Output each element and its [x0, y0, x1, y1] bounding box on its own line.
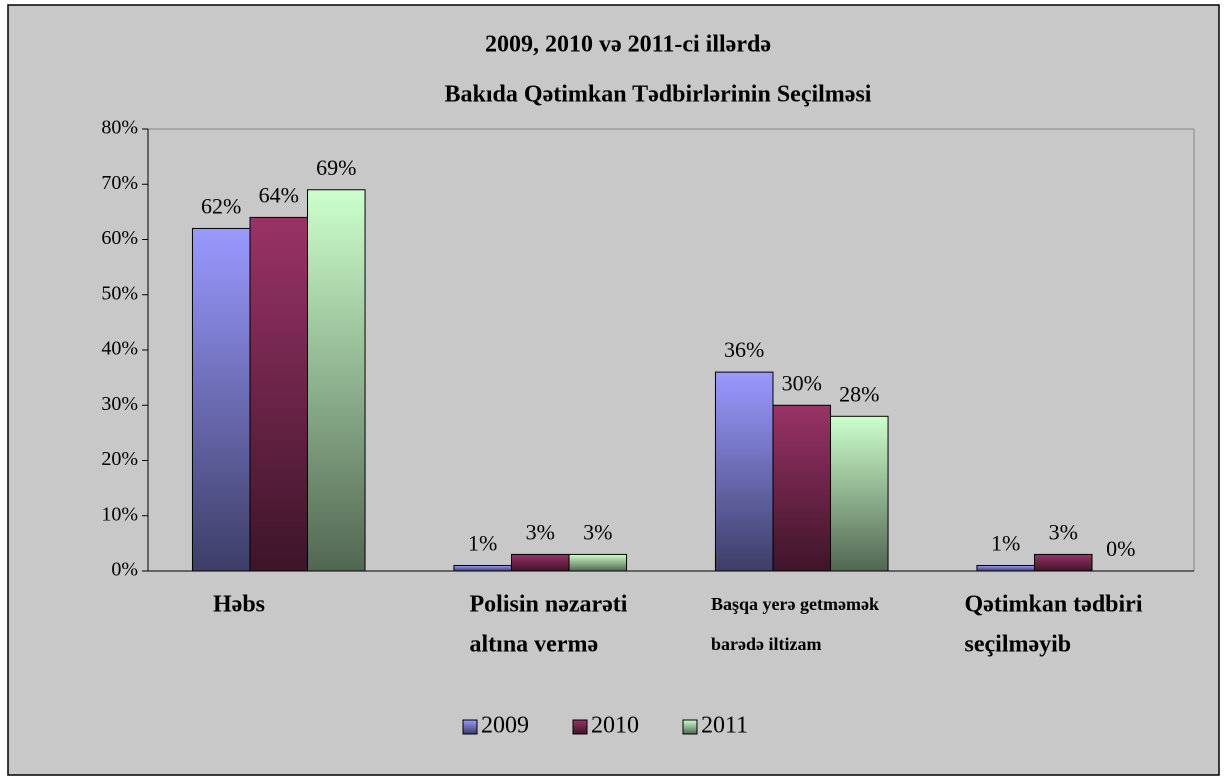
x-tick-label: barədə iltizam [711, 634, 821, 654]
data-label: 30% [782, 370, 822, 395]
x-tick-label: Qətimkan tədbiri [965, 592, 1143, 618]
y-tick-label: 30% [101, 393, 138, 415]
y-tick-label: 20% [101, 448, 138, 470]
bar-shade [1034, 554, 1093, 571]
data-label: 3% [1049, 519, 1078, 544]
y-tick-label: 50% [101, 282, 138, 304]
bar-shade [569, 554, 627, 571]
bar-shade [453, 565, 512, 571]
data-label: 62% [201, 193, 241, 218]
data-label: 3% [583, 519, 612, 544]
x-tick-label: Başqa yerə getməmək [711, 594, 879, 614]
legend-swatch-shade [573, 720, 587, 734]
bar-shade [830, 416, 889, 571]
x-tick-label: seçilməyib [965, 632, 1072, 658]
bar-shade [249, 217, 308, 571]
bar-shade [511, 554, 570, 571]
data-label: 1% [991, 531, 1020, 556]
y-tick-label: 40% [101, 338, 138, 360]
chart-title: Bakıda Qətimkan Tədbirlərinin Seçilməsi [445, 82, 872, 108]
legend-swatch-shade [683, 720, 697, 734]
y-tick-label: 0% [111, 559, 138, 581]
bar-shade [715, 372, 773, 571]
bar-shade [772, 405, 831, 571]
legend-label: 2010 [591, 713, 639, 739]
y-tick-label: 70% [101, 172, 138, 194]
data-label: 64% [259, 182, 299, 207]
data-label: 1% [468, 531, 497, 556]
data-label: 3% [526, 519, 555, 544]
data-label: 69% [316, 155, 356, 180]
legend-swatch-shade [463, 720, 477, 734]
chart-title: 2009, 2010 və 2011-ci illərdə [485, 32, 771, 58]
legend-label: 2009 [481, 713, 529, 739]
y-tick-label: 80% [101, 117, 138, 139]
data-label: 28% [839, 381, 879, 406]
y-tick-label: 10% [101, 503, 138, 525]
x-tick-label: Həbs [213, 592, 265, 618]
bar-shade [976, 565, 1035, 571]
bar-shade [307, 189, 366, 571]
data-label: 36% [724, 337, 764, 362]
bar-shade [192, 228, 250, 571]
x-tick-label: Polisin nəzarəti [470, 592, 628, 618]
x-tick-label: altına vermə [470, 632, 599, 658]
y-tick-label: 60% [101, 227, 138, 249]
legend-label: 2011 [701, 713, 748, 739]
data-label: 0% [1106, 536, 1135, 561]
